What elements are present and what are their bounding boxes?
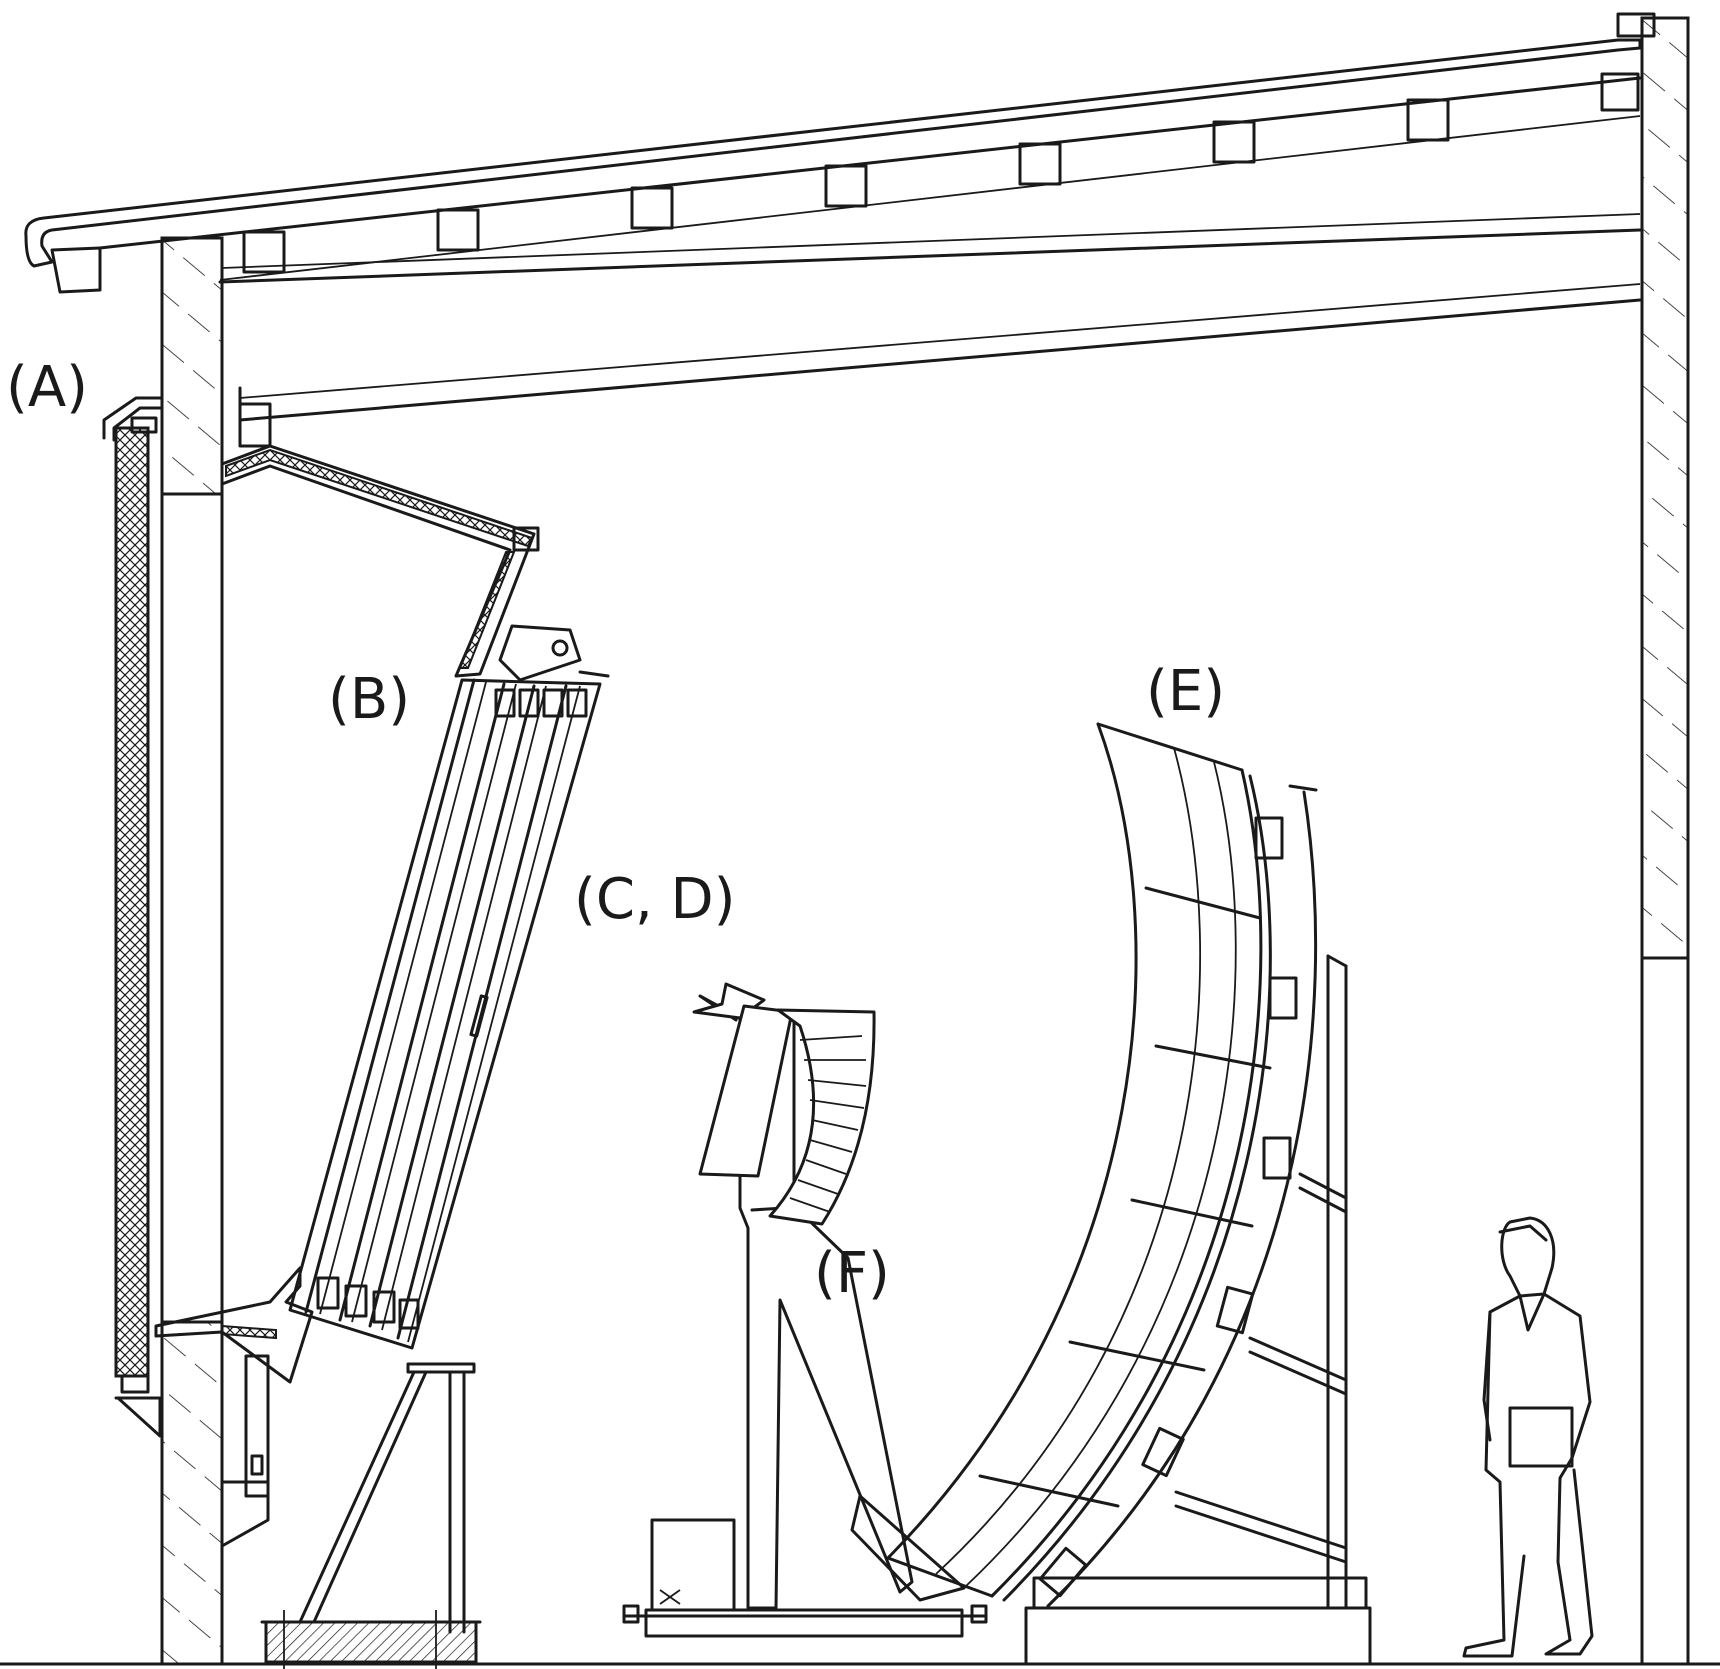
collector-bottom-clamps	[316, 1276, 420, 1330]
roof-purlins	[242, 72, 1640, 274]
label-a: (A)	[6, 355, 88, 420]
tilted-collector	[154, 386, 610, 1548]
left-wall	[160, 236, 224, 1666]
reflector-support-frame	[1174, 954, 1348, 1610]
human-figure	[1462, 1216, 1594, 1658]
roof	[24, 12, 1656, 422]
collector-top-clamps	[494, 688, 588, 718]
label-cd: (C, D)	[574, 867, 736, 932]
label-f: (F)	[814, 1241, 890, 1306]
a-frame-support	[260, 1362, 482, 1669]
wall-mounted-panel	[102, 396, 164, 1438]
right-wall	[1640, 16, 1690, 1666]
small-dish-on-post	[622, 982, 988, 1638]
label-b: (B)	[328, 667, 410, 732]
reflector-mounts	[1038, 816, 1298, 1598]
label-e: (E)	[1146, 659, 1225, 724]
large-curved-reflector	[886, 722, 1372, 1666]
